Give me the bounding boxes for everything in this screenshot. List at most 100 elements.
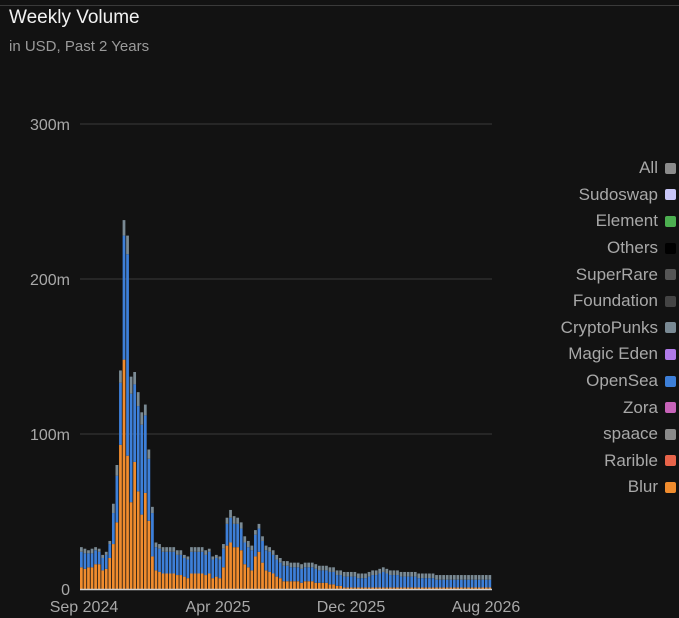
bar-opensea-16[interactable]: [136, 406, 140, 492]
bar-opensea-90[interactable]: [399, 576, 403, 588]
bar-cryptopunks-41[interactable]: [225, 517, 229, 524]
bar-opensea-75[interactable]: [346, 576, 350, 588]
bar-cryptopunks-16[interactable]: [136, 392, 140, 407]
bar-opensea-84[interactable]: [378, 573, 382, 588]
bar-cryptopunks-72[interactable]: [335, 570, 339, 576]
bar-cryptopunks-11[interactable]: [119, 370, 122, 383]
bar-opensea-94[interactable]: [413, 576, 417, 588]
bar-cryptopunks-31[interactable]: [190, 547, 193, 552]
bar-blur-17[interactable]: [140, 514, 144, 589]
bar-blur-13[interactable]: [126, 455, 129, 589]
bar-blur-21[interactable]: [154, 570, 158, 589]
bar-opensea-91[interactable]: [403, 576, 406, 588]
bar-blur-110[interactable]: [470, 587, 474, 589]
bar-blur-12[interactable]: [122, 359, 126, 589]
bar-cryptopunks-73[interactable]: [339, 570, 343, 576]
bar-cryptopunks-67[interactable]: [317, 565, 321, 571]
bar-opensea-64[interactable]: [307, 567, 311, 582]
bar-blur-58[interactable]: [286, 581, 289, 589]
bar-blur-43[interactable]: [232, 547, 236, 589]
bar-opensea-85[interactable]: [381, 571, 385, 588]
bar-cryptopunks-76[interactable]: [349, 571, 353, 577]
bar-blur-34[interactable]: [200, 573, 204, 590]
bar-blur-22[interactable]: [158, 571, 161, 589]
bar-opensea-22[interactable]: [158, 548, 161, 572]
bar-opensea-62[interactable]: [300, 568, 303, 583]
bar-opensea-115[interactable]: [488, 579, 492, 588]
bar-opensea-30[interactable]: [186, 559, 190, 579]
bar-opensea-82[interactable]: [371, 575, 374, 588]
bar-blur-106[interactable]: [456, 587, 460, 589]
bar-cryptopunks-33[interactable]: [197, 547, 200, 552]
bar-blur-86[interactable]: [385, 587, 389, 589]
bar-blur-84[interactable]: [378, 587, 382, 589]
bar-opensea-39[interactable]: [218, 559, 222, 579]
bar-blur-77[interactable]: [353, 587, 357, 589]
bar-cryptopunks-71[interactable]: [332, 567, 335, 572]
bar-opensea-15[interactable]: [133, 384, 137, 462]
bar-cryptopunks-55[interactable]: [275, 554, 279, 560]
bar-opensea-99[interactable]: [431, 578, 435, 588]
bar-cryptopunks-91[interactable]: [403, 571, 406, 577]
bar-blur-88[interactable]: [392, 587, 396, 589]
bar-blur-4[interactable]: [94, 564, 97, 589]
bar-opensea-72[interactable]: [335, 575, 339, 586]
bar-opensea-83[interactable]: [374, 575, 378, 588]
bar-blur-57[interactable]: [282, 581, 286, 589]
bar-opensea-43[interactable]: [232, 523, 236, 548]
legend-item-rarible[interactable]: Rarible: [486, 448, 676, 475]
bar-cryptopunks-42[interactable]: [229, 509, 232, 518]
bar-opensea-38[interactable]: [214, 558, 218, 577]
bar-blur-85[interactable]: [381, 587, 385, 589]
bar-blur-100[interactable]: [435, 587, 438, 589]
bar-cryptopunks-48[interactable]: [250, 545, 254, 551]
bar-opensea-25[interactable]: [168, 551, 172, 574]
bar-cryptopunks-18[interactable]: [143, 404, 147, 416]
bar-opensea-66[interactable]: [314, 568, 318, 583]
bar-blur-10[interactable]: [115, 522, 119, 589]
bar-cryptopunks-93[interactable]: [410, 571, 414, 577]
bar-blur-49[interactable]: [254, 556, 257, 589]
bar-opensea-52[interactable]: [264, 550, 268, 571]
bar-opensea-12[interactable]: [122, 235, 126, 360]
bar-cryptopunks-37[interactable]: [211, 556, 215, 560]
bar-cryptopunks-38[interactable]: [214, 554, 218, 558]
bar-cryptopunks-81[interactable]: [367, 571, 371, 577]
bar-blur-7[interactable]: [104, 568, 108, 589]
bar-opensea-42[interactable]: [229, 517, 232, 543]
bar-blur-14[interactable]: [129, 502, 133, 589]
bar-blur-70[interactable]: [328, 584, 332, 589]
bar-blur-25[interactable]: [168, 573, 172, 590]
bar-opensea-8[interactable]: [108, 544, 112, 558]
bar-cryptopunks-29[interactable]: [183, 554, 186, 558]
bar-cryptopunks-59[interactable]: [289, 562, 293, 568]
bar-blur-44[interactable]: [236, 547, 240, 589]
bar-blur-55[interactable]: [275, 576, 279, 589]
bar-cryptopunks-35[interactable]: [204, 550, 208, 555]
bar-cryptopunks-34[interactable]: [200, 547, 204, 552]
bar-opensea-74[interactable]: [342, 576, 346, 588]
bar-blur-15[interactable]: [133, 461, 137, 589]
bar-opensea-102[interactable]: [442, 579, 446, 588]
bar-opensea-104[interactable]: [449, 579, 453, 588]
bar-opensea-103[interactable]: [445, 579, 449, 588]
bar-blur-11[interactable]: [119, 444, 122, 589]
bar-opensea-20[interactable]: [151, 513, 154, 557]
bar-cryptopunks-27[interactable]: [175, 550, 179, 555]
bar-cryptopunks-82[interactable]: [371, 570, 374, 576]
bar-opensea-6[interactable]: [101, 558, 105, 571]
bar-blur-2[interactable]: [87, 567, 90, 589]
bar-blur-82[interactable]: [371, 587, 374, 589]
bar-opensea-57[interactable]: [282, 565, 286, 582]
bar-opensea-10[interactable]: [115, 475, 119, 523]
bar-cryptopunks-45[interactable]: [239, 522, 243, 529]
bar-blur-95[interactable]: [417, 587, 421, 589]
bar-opensea-35[interactable]: [204, 554, 208, 576]
legend-item-opensea[interactable]: OpenSea: [486, 368, 676, 395]
bar-cryptopunks-8[interactable]: [108, 540, 112, 545]
bar-blur-97[interactable]: [424, 587, 428, 589]
bar-blur-5[interactable]: [97, 564, 101, 589]
bar-cryptopunks-56[interactable]: [278, 558, 282, 563]
bar-cryptopunks-28[interactable]: [179, 550, 183, 555]
bar-opensea-1[interactable]: [83, 553, 87, 569]
